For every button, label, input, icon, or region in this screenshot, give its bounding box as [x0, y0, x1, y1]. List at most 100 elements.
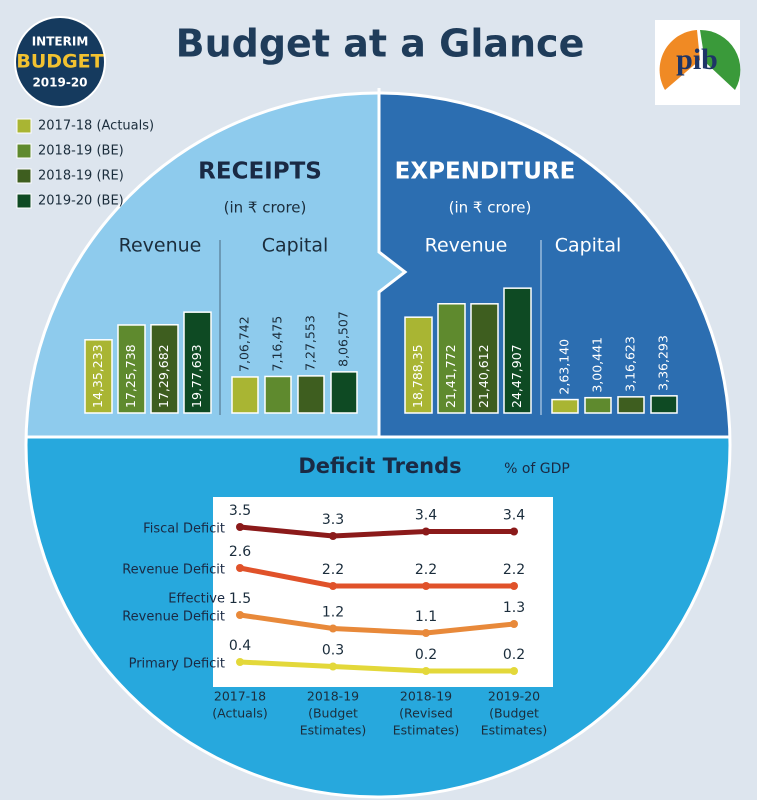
- point: [329, 624, 337, 633]
- point: [329, 662, 337, 671]
- series-label: Revenue Deficit: [122, 610, 225, 625]
- value-label: 3.4: [415, 508, 437, 524]
- x-tick-label: 2018-19: [307, 689, 359, 704]
- bar: [84, 339, 113, 414]
- point: [510, 620, 518, 628]
- value-label: 3.4: [503, 508, 525, 524]
- x-tick-label: (Actuals): [212, 706, 267, 721]
- badge-text: INTERIM: [32, 35, 89, 49]
- value-label: 7,27,553: [303, 315, 318, 371]
- logo-shape: [659, 30, 700, 90]
- value-label: 7,16,475: [270, 316, 285, 372]
- chart-subtitle: (in ₹ crore): [224, 199, 307, 217]
- x-tick-label: 2018-19: [400, 689, 452, 704]
- series-label: Primary Deficit: [129, 657, 225, 672]
- point: [422, 629, 430, 637]
- page-title: Budget at a Glance: [176, 22, 585, 66]
- value-label: 1.5: [229, 591, 251, 607]
- chart-title: Deficit Trends: [298, 454, 461, 478]
- point: [236, 611, 244, 619]
- bar: [617, 396, 645, 414]
- badge: [14, 16, 106, 108]
- value-label: 19,77,693: [189, 344, 204, 408]
- value-label: 3.3: [322, 512, 344, 528]
- x-tick-label: 2017-18: [214, 689, 266, 704]
- bar: [404, 316, 433, 414]
- legend-swatch: [16, 168, 32, 184]
- value-label: 3,00,441: [590, 337, 605, 393]
- value-label: 2.2: [503, 562, 525, 578]
- bar: [503, 287, 532, 414]
- value-label: 7,06,742: [237, 316, 252, 372]
- value-label: 0.2: [415, 647, 437, 663]
- value-label: 2.6: [229, 544, 251, 560]
- series-label: Revenue Deficit: [122, 563, 225, 578]
- x-tick-label: (Revised: [399, 706, 453, 721]
- point: [236, 523, 244, 531]
- point: [510, 667, 518, 675]
- value-label: 1.3: [503, 600, 525, 616]
- line: [239, 659, 514, 674]
- logo-shape: [700, 29, 741, 90]
- value-label: 1.1: [415, 609, 437, 625]
- chart-title: RECEIPTS: [198, 159, 322, 185]
- point: [236, 564, 244, 572]
- value-label: 17,29,682: [156, 344, 171, 408]
- bar: [150, 324, 179, 414]
- bar: [297, 375, 325, 414]
- point: [510, 527, 518, 536]
- value-label: 1.2: [322, 605, 344, 621]
- point: [422, 582, 430, 590]
- value-label: 0.2: [503, 647, 525, 663]
- x-tick-label: Estimates): [481, 723, 548, 738]
- group-label: Revenue: [119, 235, 202, 257]
- value-label: 21,41,772: [443, 344, 458, 408]
- logo-text: pib: [676, 43, 718, 76]
- point: [422, 527, 430, 536]
- group-label: Capital: [555, 235, 622, 257]
- value-label: 18,788,35: [410, 344, 425, 408]
- series-label: Fiscal Deficit: [143, 522, 225, 537]
- value-label: 2,63,140: [557, 339, 572, 395]
- value-label: 3,16,623: [623, 336, 638, 392]
- value-label: 0.4: [229, 638, 251, 654]
- chart-title: EXPENDITURE: [395, 159, 576, 185]
- legend-label: 2018-19 (RE): [38, 169, 124, 184]
- value-label: 17,25,738: [123, 344, 138, 408]
- value-label: 2.2: [322, 562, 344, 578]
- bar: [330, 371, 358, 414]
- bar: [650, 395, 678, 414]
- point: [329, 582, 337, 590]
- value-label: 3,36,293: [656, 335, 671, 391]
- bar: [231, 376, 259, 414]
- badge-text: 2019-20: [32, 76, 87, 90]
- chart-subtitle: % of GDP: [504, 461, 570, 477]
- x-tick-label: Estimates): [300, 723, 367, 738]
- legend-label: 2018-19 (BE): [38, 144, 124, 159]
- chart-subtitle: (in ₹ crore): [449, 199, 532, 217]
- point: [510, 582, 518, 590]
- legend-swatch: [16, 118, 32, 134]
- legend-label: 2017-18 (Actuals): [38, 119, 154, 134]
- bar: [551, 398, 579, 414]
- bar: [470, 303, 499, 414]
- x-tick-label: (Budget: [489, 706, 539, 721]
- group-label: Revenue: [425, 235, 508, 257]
- x-tick-label: Estimates): [393, 723, 460, 738]
- point: [329, 532, 337, 540]
- bar: [264, 375, 292, 414]
- legend-swatch: [16, 193, 32, 209]
- bar: [183, 311, 212, 414]
- line: [239, 612, 515, 636]
- value-label: 8,06,507: [336, 311, 351, 367]
- line: [239, 565, 514, 589]
- series-label: Effective: [168, 592, 225, 607]
- legend-label: 2019-20 (BE): [38, 194, 124, 209]
- bar: [117, 324, 146, 414]
- legend-swatch: [16, 143, 32, 159]
- value-label: 14,35,233: [90, 344, 105, 408]
- value-label: 2.2: [415, 562, 437, 578]
- x-tick-label: 2019-20: [488, 689, 540, 704]
- value-label: 0.3: [322, 643, 344, 659]
